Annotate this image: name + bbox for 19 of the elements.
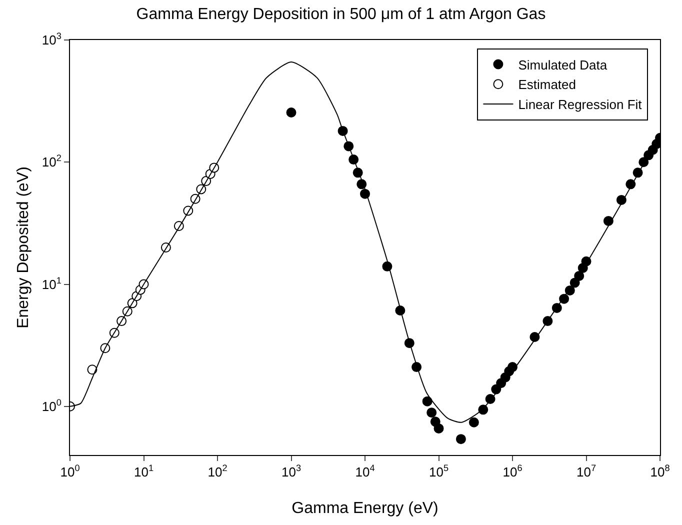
x-tick-label: 10$^{6}$ [502,463,522,480]
x-axis-title: Gamma Energy (eV) [292,500,438,517]
legend-label: Simulated Data [518,57,608,72]
x-tick-label: 10$^{8}$ [650,463,670,480]
legend-label: Estimated [518,77,576,92]
x-tick-label: 10$^{7}$ [576,463,596,480]
x-tick-label: 10$^{5}$ [428,463,449,480]
y-tick-label: 10$^{2}$ [42,153,62,170]
y-tick-label: 10$^{1}$ [42,275,62,292]
legend-label: Linear Regression Fit [518,97,642,112]
y-tick-label: 10$^{3}$ [42,31,62,48]
x-tick-label: 10$^{2}$ [208,463,228,480]
chart-title: Gamma Energy Deposition in 500 μm of 1 atm Argon Gas [136,6,546,24]
x-tick-label: 10$^{3}$ [281,463,302,480]
x-tick-label: 10$^{1}$ [134,463,154,480]
x-tick-label: 10$^{4}$ [355,463,375,480]
y-axis-title: Energy Deposited (eV) [15,166,32,328]
y-tick-label: 10$^{0}$ [42,397,62,414]
x-tick-label: 10$^{0}$ [60,463,80,480]
